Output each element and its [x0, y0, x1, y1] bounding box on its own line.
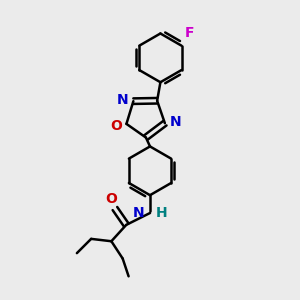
Text: N: N — [117, 93, 129, 107]
Text: H: H — [155, 206, 167, 220]
Text: N: N — [133, 206, 145, 220]
Text: F: F — [185, 26, 195, 40]
Text: O: O — [105, 192, 117, 206]
Text: N: N — [169, 115, 181, 129]
Text: O: O — [110, 119, 122, 133]
